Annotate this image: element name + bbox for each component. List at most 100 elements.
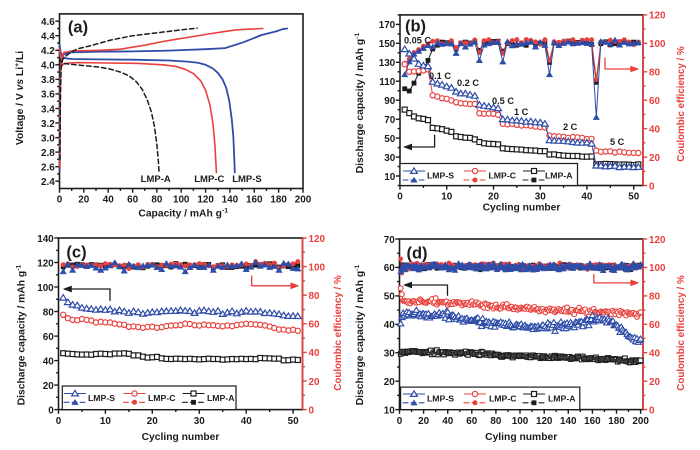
svg-text:0: 0 — [56, 416, 62, 427]
svg-text:(c): (c) — [66, 244, 86, 262]
svg-text:80: 80 — [649, 292, 660, 303]
svg-text:80: 80 — [151, 195, 162, 206]
svg-text:2.4: 2.4 — [41, 177, 55, 188]
svg-text:Coulombic efficiency / %: Coulombic efficiency / % — [333, 275, 344, 391]
svg-text:100: 100 — [309, 262, 326, 273]
svg-text:60: 60 — [466, 416, 477, 427]
svg-text:150: 150 — [379, 39, 396, 50]
svg-text:LMP-A: LMP-A — [207, 393, 235, 403]
svg-text:40: 40 — [581, 192, 592, 203]
svg-text:LMP-S: LMP-S — [232, 174, 262, 185]
svg-text:Discharge capacity / mAh g-1: Discharge capacity / mAh g-1 — [354, 265, 366, 406]
svg-text:Cycling number: Cycling number — [142, 432, 220, 443]
svg-text:140: 140 — [37, 234, 54, 245]
svg-text:0: 0 — [48, 405, 54, 416]
svg-text:0: 0 — [649, 181, 655, 192]
svg-text:180: 180 — [270, 195, 287, 206]
svg-text:Coulombic efficiency / %: Coulombic efficiency / % — [676, 275, 687, 391]
svg-text:60: 60 — [384, 263, 395, 274]
svg-text:110: 110 — [379, 77, 395, 88]
svg-text:60: 60 — [649, 320, 660, 331]
svg-text:3.4: 3.4 — [41, 104, 55, 115]
svg-text:180: 180 — [608, 416, 625, 427]
svg-text:LMP-A: LMP-A — [545, 171, 573, 181]
svg-text:10: 10 — [441, 192, 452, 203]
svg-text:0.5 C: 0.5 C — [492, 96, 514, 106]
svg-text:30: 30 — [384, 153, 395, 164]
svg-text:60: 60 — [309, 320, 320, 331]
svg-text:80: 80 — [309, 291, 320, 302]
svg-text:40: 40 — [43, 356, 54, 367]
svg-text:LMP-C: LMP-C — [489, 171, 517, 181]
svg-text:4.4: 4.4 — [41, 32, 55, 43]
svg-text:3.8: 3.8 — [41, 75, 55, 86]
svg-text:60: 60 — [127, 195, 138, 206]
svg-text:2.8: 2.8 — [41, 148, 55, 159]
svg-text:20: 20 — [488, 192, 499, 203]
svg-text:60: 60 — [43, 332, 54, 343]
svg-text:LMP-S: LMP-S — [427, 171, 454, 181]
svg-text:LMP-A: LMP-A — [548, 394, 576, 404]
svg-text:30: 30 — [194, 416, 205, 427]
svg-text:0: 0 — [397, 192, 403, 203]
svg-text:50: 50 — [288, 416, 299, 427]
svg-text:10: 10 — [100, 416, 111, 427]
svg-text:80: 80 — [490, 416, 501, 427]
svg-text:140: 140 — [560, 416, 577, 427]
svg-text:30: 30 — [535, 192, 546, 203]
svg-text:40: 40 — [241, 416, 252, 427]
svg-text:10: 10 — [384, 172, 395, 183]
svg-text:40: 40 — [649, 349, 660, 360]
svg-text:120: 120 — [37, 258, 54, 269]
svg-text:Voltage / V vs Li+/Li: Voltage / V vs Li+/Li — [14, 51, 26, 145]
svg-text:(b): (b) — [405, 18, 426, 36]
svg-text:120: 120 — [309, 234, 326, 245]
svg-text:100: 100 — [512, 416, 529, 427]
svg-text:20: 20 — [309, 377, 320, 388]
svg-text:2 C: 2 C — [563, 122, 578, 132]
svg-text:Capacity / mAh g-1: Capacity / mAh g-1 — [138, 207, 228, 219]
svg-text:40: 40 — [442, 416, 453, 427]
svg-text:20: 20 — [43, 381, 54, 392]
svg-text:0: 0 — [309, 405, 315, 416]
svg-text:70: 70 — [384, 235, 395, 246]
svg-text:3.6: 3.6 — [41, 90, 55, 101]
svg-text:140: 140 — [222, 195, 239, 206]
svg-text:Discharge capacity / mAh g-1: Discharge capacity / mAh g-1 — [354, 33, 366, 174]
svg-text:(a): (a) — [68, 19, 88, 37]
svg-text:4.0: 4.0 — [41, 61, 55, 72]
svg-text:Cycling number: Cycling number — [483, 203, 561, 214]
svg-text:4.6: 4.6 — [41, 17, 55, 28]
svg-text:0: 0 — [649, 405, 655, 416]
svg-text:4.2: 4.2 — [41, 46, 55, 57]
svg-text:20: 20 — [78, 195, 89, 206]
svg-text:120: 120 — [197, 195, 214, 206]
svg-text:170: 170 — [379, 20, 396, 31]
svg-text:3.0: 3.0 — [41, 133, 55, 144]
svg-text:20: 20 — [649, 153, 660, 164]
svg-text:50: 50 — [384, 134, 395, 145]
svg-text:40: 40 — [103, 195, 114, 206]
svg-text:LMP-S: LMP-S — [427, 394, 454, 404]
svg-text:10: 10 — [384, 405, 395, 416]
svg-text:Cyling number: Cyling number — [485, 432, 557, 443]
svg-text:5 C: 5 C — [610, 137, 625, 147]
svg-text:120: 120 — [649, 11, 666, 22]
svg-text:160: 160 — [584, 416, 601, 427]
svg-text:0: 0 — [57, 195, 63, 206]
svg-text:40: 40 — [309, 348, 320, 359]
svg-text:0.05 C: 0.05 C — [404, 36, 431, 46]
svg-text:200: 200 — [632, 416, 649, 427]
svg-text:LMP-A: LMP-A — [141, 174, 171, 185]
svg-text:90: 90 — [384, 96, 395, 107]
svg-text:30: 30 — [384, 349, 395, 360]
svg-text:LMP-C: LMP-C — [489, 394, 517, 404]
svg-text:0.2 C: 0.2 C — [457, 78, 479, 88]
svg-text:200: 200 — [295, 195, 312, 206]
svg-text:LMP-C: LMP-C — [148, 393, 176, 403]
svg-text:20: 20 — [147, 416, 158, 427]
svg-text:0.1 C: 0.1 C — [429, 71, 451, 81]
svg-text:40: 40 — [384, 320, 395, 331]
svg-text:Coulombic efficiency / %: Coulombic efficiency / % — [676, 46, 687, 162]
svg-text:130: 130 — [379, 58, 396, 69]
